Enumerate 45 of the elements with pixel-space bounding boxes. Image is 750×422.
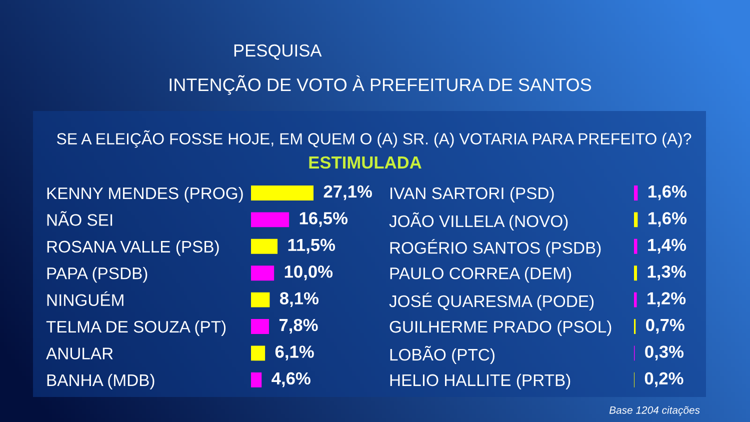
y-tick-label: JOSÉ QUARESMA (PODE) — [389, 292, 594, 310]
y-tick-label: PAULO CORREA (DEM) — [390, 267, 572, 283]
bar — [251, 238, 278, 254]
data-label: 7,8% — [279, 318, 318, 334]
y-tick-label: JOÃO VILLELA (NOVO) — [389, 212, 568, 230]
data-label: 1,6% — [648, 185, 687, 200]
y-tick-label: KENNY MENDES (PROG) — [47, 186, 243, 202]
data-label: 0,7% — [646, 318, 684, 334]
bar — [251, 319, 269, 334]
data-label: 16,5% — [300, 212, 348, 227]
y-tick-label: ANULAR — [46, 348, 113, 360]
data-label: 8,1% — [280, 292, 319, 307]
bar — [251, 292, 270, 308]
y-tick-label: GUILHERME PRADO (PSOL) — [390, 320, 612, 336]
y-tick-label: BANHA (MDB) — [47, 374, 154, 390]
chart-title: PESQUISA — [234, 44, 322, 60]
y-tick-label: PAPA (PSDB) — [47, 267, 148, 283]
data-label: 11,5% — [288, 238, 336, 254]
text: INTENÇÃO DE VOTO À PREFEITURA DE SANTOS — [170, 75, 592, 95]
y-tick-label: LOBÃO (PTC) — [390, 346, 494, 364]
bar — [251, 266, 274, 281]
data-label: 4,6% — [272, 372, 310, 388]
y-tick-label: ROGÉRIO SANTOS (PSDB) — [390, 239, 601, 258]
bar — [251, 346, 266, 361]
bar — [251, 212, 290, 228]
text: Base 1204 citações — [609, 406, 700, 416]
text: ESTIMULADA — [309, 156, 422, 169]
data-label: 1,4% — [648, 238, 686, 254]
data-label: 10,0% — [284, 265, 333, 280]
data-label: 6,1% — [275, 346, 314, 360]
data-label: 0,3% — [645, 346, 684, 360]
bar — [251, 186, 314, 200]
y-tick-label: HELIO HALLITE (PRTB) — [390, 374, 570, 390]
y-tick-label: NÃO SEI — [47, 211, 112, 226]
data-label: 0,2% — [644, 372, 684, 388]
data-label: 1,2% — [648, 292, 686, 307]
y-tick-label: TELMA DE SOUZA (PT) — [46, 320, 226, 336]
y-tick-label: ROSANA VALLE (PSB) — [47, 240, 219, 256]
y-tick-label: IVAN SARTORI (PSD) — [390, 186, 554, 202]
text: SE A ELEIÇÃO FOSSE HOJE, EM QUEM O (A) SR. (A) VOTARIA PARA PREFEITO (A)? — [56, 130, 692, 148]
data-label: 27,1% — [324, 185, 372, 200]
data-label: 1,6% — [648, 212, 687, 227]
data-label: 1,3% — [648, 265, 686, 280]
y-tick-label: NINGUÉM — [47, 291, 124, 306]
bar — [251, 372, 262, 388]
